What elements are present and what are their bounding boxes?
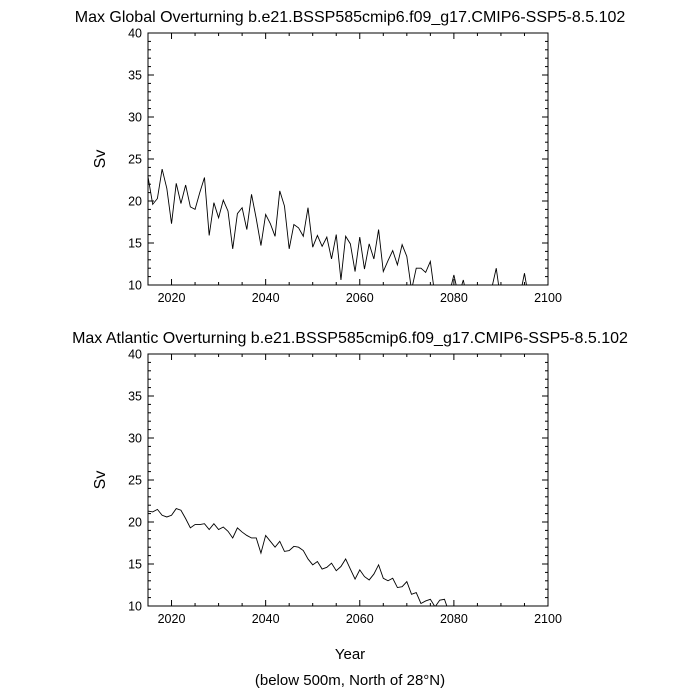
global-x-tick-label: 2040 (252, 291, 280, 305)
global-series-line (148, 168, 527, 285)
atlantic-y-tick-label: 30 (128, 432, 142, 446)
atlantic-x-tick-label: 2100 (534, 612, 562, 626)
atlantic-x-tick-label: 2020 (158, 612, 186, 626)
footnote: (below 500m, North of 28°N) (255, 672, 445, 689)
atlantic-plot-frame (147, 353, 549, 607)
global-y-axis-label: Sv (92, 150, 109, 169)
global-tick-labels: 2020 2040 2060 2080 2100 10 15 20 25 30 35 40 (128, 27, 562, 306)
global-x-tick-label: 2060 (346, 291, 374, 305)
atlantic-panel-title: Max Atlantic Overturning b.e21.BSSP585cm… (72, 330, 628, 347)
global-y-tick-label: 30 (128, 111, 142, 125)
x-axis-label: Year (335, 646, 365, 663)
global-x-tick-label: 2020 (158, 291, 186, 305)
atlantic-y-tick-label: 20 (128, 516, 142, 530)
atlantic-plot-area (148, 508, 448, 606)
atlantic-y-tick-label: 35 (128, 390, 142, 404)
global-x-tick-label: 2080 (440, 291, 468, 305)
global-y-tick-label: 25 (128, 153, 142, 167)
global-overturning-panel: Max Global Overturning b.e21.BSSP585cmip… (75, 9, 626, 305)
atlantic-y-axis-label: Sv (92, 471, 109, 490)
atlantic-ticks (147, 353, 549, 607)
atlantic-x-tick-label: 2080 (440, 612, 468, 626)
atlantic-x-tick-label: 2040 (252, 612, 280, 626)
global-plot-area (148, 168, 527, 285)
global-y-tick-label: 10 (128, 279, 142, 293)
global-ticks (147, 32, 549, 286)
atlantic-series-line (148, 508, 448, 606)
global-plot-frame (147, 32, 549, 286)
atlantic-y-tick-label: 10 (128, 600, 142, 614)
atlantic-x-tick-label: 2060 (346, 612, 374, 626)
global-panel-title: Max Global Overturning b.e21.BSSP585cmip… (75, 9, 626, 26)
global-y-tick-label: 15 (128, 237, 142, 251)
atlantic-y-tick-label: 40 (128, 348, 142, 362)
atlantic-overturning-panel: Max Atlantic Overturning b.e21.BSSP585cm… (72, 330, 628, 689)
atlantic-y-tick-label: 25 (128, 474, 142, 488)
global-y-tick-label: 20 (128, 195, 142, 209)
global-y-tick-label: 40 (128, 27, 142, 41)
global-x-tick-label: 2100 (534, 291, 562, 305)
atlantic-y-tick-label: 15 (128, 558, 142, 572)
atlantic-tick-labels: 2020 2040 2060 2080 2100 10 15 20 25 30 35 40 (128, 348, 562, 627)
global-y-tick-label: 35 (128, 69, 142, 83)
